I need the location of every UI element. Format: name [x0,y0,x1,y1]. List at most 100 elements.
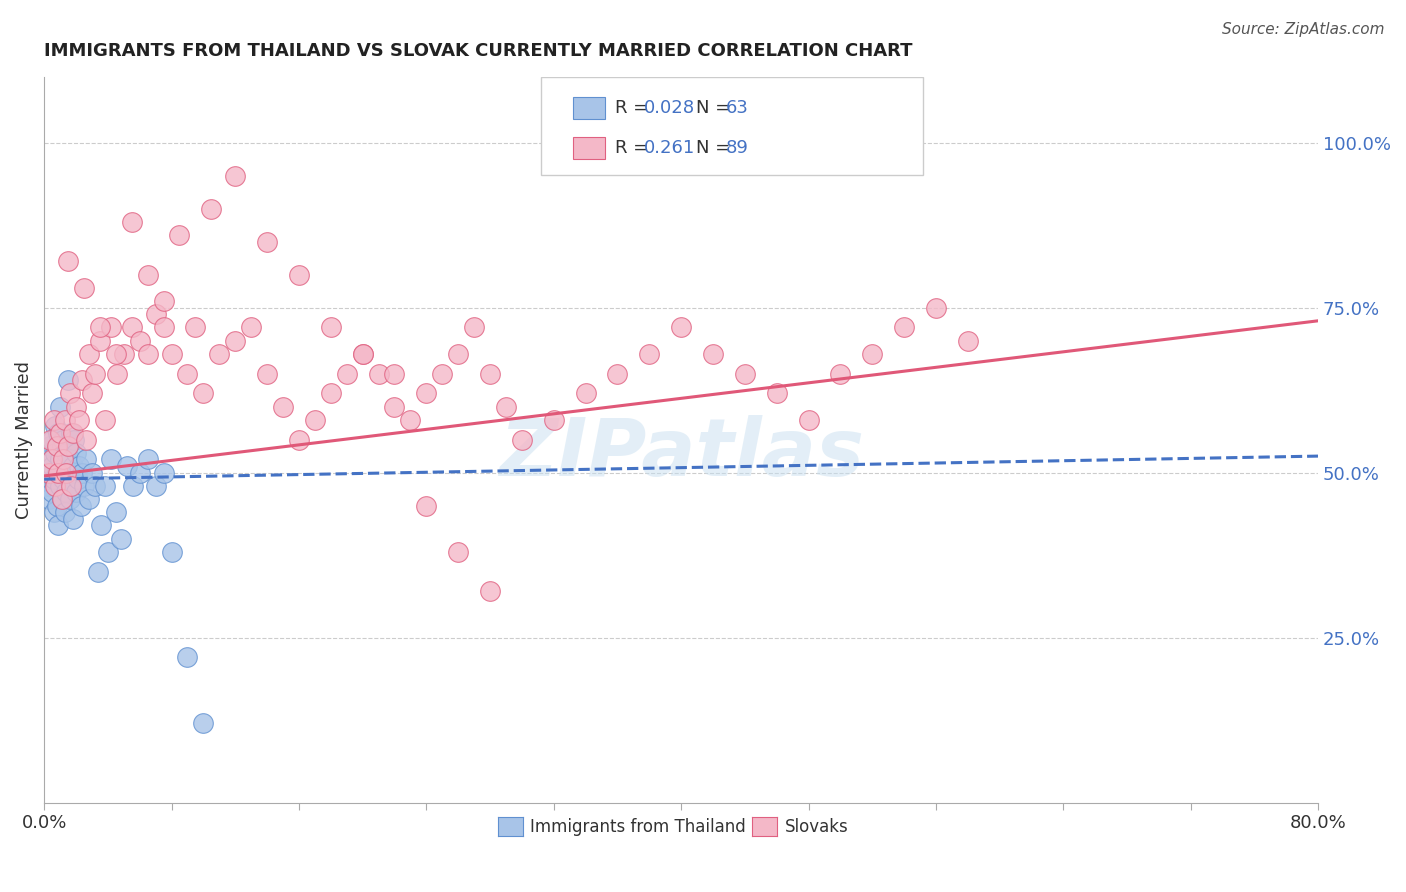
Point [152,293,174,308]
Point [121,215,143,229]
Point [128,334,150,348]
Point [62,425,84,440]
Point [208,347,231,361]
Point [145,479,167,493]
Point [89,334,111,348]
Point [65,446,87,460]
Point [145,307,167,321]
Point [956,334,979,348]
Point [87,565,110,579]
Text: Immigrants from Thailand: Immigrants from Thailand [530,818,745,836]
Point [152,466,174,480]
Point [336,367,359,381]
Text: 0.261: 0.261 [644,139,696,157]
Point [830,367,852,381]
Point [55,446,77,460]
Point [42,413,65,427]
Point [75,433,97,447]
Text: Slovaks: Slovaks [785,818,848,836]
Point [53,413,76,427]
Point [638,347,661,361]
Point [200,202,222,216]
Point [384,367,406,381]
Text: R =: R = [614,139,654,157]
Point [352,347,374,361]
Point [447,347,470,361]
Point [52,472,75,486]
Point [256,367,278,381]
Point [63,433,86,447]
Point [115,458,138,473]
Point [256,235,278,249]
Point [73,479,96,493]
Point [44,446,66,460]
Point [56,466,79,480]
Point [38,452,60,467]
Point [860,347,883,361]
Point [65,400,87,414]
Point [49,400,72,414]
Point [734,367,756,381]
Point [56,439,79,453]
Point [399,413,422,427]
Point [193,386,215,401]
Point [80,466,103,480]
Point [89,320,111,334]
Bar [572,136,605,159]
Point [288,268,311,282]
Point [51,491,73,506]
Y-axis label: Currently Married: Currently Married [15,360,32,518]
Point [224,334,246,348]
Point [100,320,122,334]
Point [75,452,97,467]
Point [41,433,63,447]
Point [38,491,60,506]
Point [44,419,66,434]
Point [121,320,143,334]
Point [48,425,70,440]
Point [60,479,83,493]
Point [110,532,132,546]
Point [702,347,724,361]
Text: 89: 89 [725,139,748,157]
Point [152,320,174,334]
Text: 0.028: 0.028 [644,99,696,117]
Point [53,458,76,473]
Point [72,373,94,387]
Text: N =: N = [696,99,737,117]
Point [93,413,115,427]
Point [42,505,65,519]
Point [62,458,84,473]
Point [367,367,389,381]
Point [765,386,787,401]
Point [122,479,145,493]
Point [479,584,502,599]
Point [224,169,246,183]
Point [543,413,565,427]
Point [193,716,215,731]
Point [160,545,183,559]
Point [432,367,454,381]
Point [352,347,374,361]
Point [38,466,60,480]
Point [39,439,62,453]
Point [84,479,107,493]
Point [97,545,120,559]
Point [176,650,198,665]
Point [463,320,485,334]
Bar [572,97,605,119]
Point [58,452,80,467]
Point [51,439,73,453]
Point [136,268,159,282]
Point [41,458,63,473]
Point [48,518,70,533]
Point [67,458,90,473]
Point [797,413,820,427]
Point [84,367,107,381]
Point [39,466,62,480]
Point [447,545,470,559]
Point [288,433,311,447]
Point [319,386,342,401]
Point [60,479,83,493]
Point [69,499,91,513]
